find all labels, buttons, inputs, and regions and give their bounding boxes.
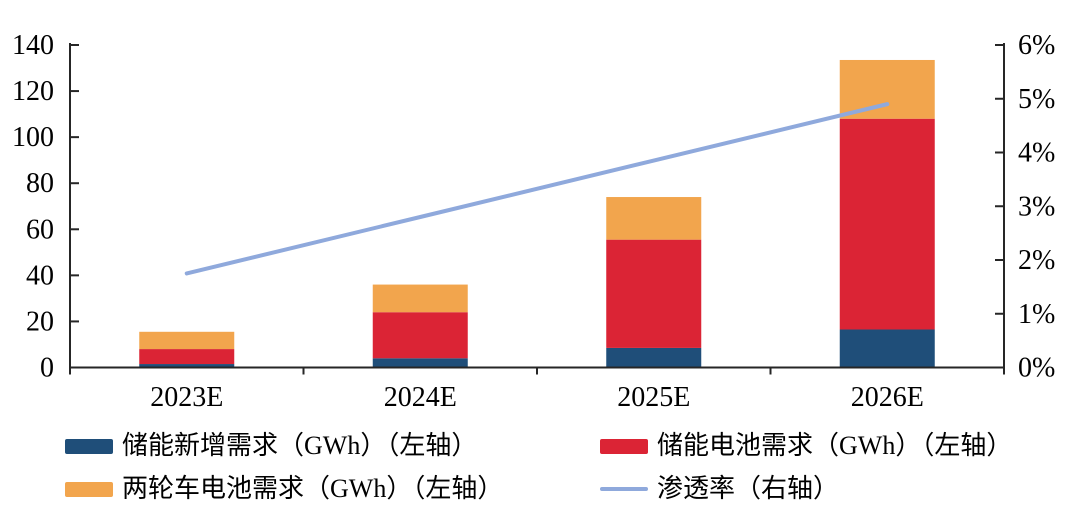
bar-segment-2025E-s0 <box>606 347 702 368</box>
legend-swatch-penetration-rate-line <box>600 487 648 491</box>
right-axis-tick-label: 2% <box>1018 245 1055 276</box>
legend-item-penetration-rate: 渗透率（右轴） <box>600 474 1055 504</box>
legend-item-storage-battery-demand: 储能电池需求（GWh）（左轴） <box>600 431 1055 461</box>
x-axis-category-label: 2024E <box>384 382 457 413</box>
right-axis-tick-label: 6% <box>1018 30 1055 61</box>
bar-segment-2024E-s1 <box>372 312 468 359</box>
legend-swatch-storage-battery-demand <box>600 438 648 454</box>
x-axis-category-label: 2026E <box>851 382 924 413</box>
left-axis-tick-label: 0 <box>40 353 54 384</box>
bar-segment-2026E-s2 <box>839 59 935 119</box>
left-axis-tick-label: 60 <box>26 214 54 245</box>
bar-segment-2024E-s2 <box>372 284 468 313</box>
bar-segment-2025E-s2 <box>606 197 702 240</box>
combo-chart-canvas: 0 20 40 60 80 100 120 140 0% 1% 2% 3% 4% 5% 6% 2023E 202… <box>12 30 1055 413</box>
right-axis-tick-label: 3% <box>1018 191 1055 222</box>
legend-label: 储能电池需求（GWh）（左轴） <box>657 431 1013 460</box>
legend-item-storage-new-demand: 储能新增需求（GWh）（左轴） <box>65 431 600 461</box>
bar-segment-2023E-s1 <box>139 349 235 365</box>
bar-segment-2024E-s0 <box>372 358 468 368</box>
legend-swatch-storage-new-demand <box>65 438 113 454</box>
legend-label: 渗透率（右轴） <box>657 474 840 503</box>
left-axis-tick-label: 120 <box>12 76 54 107</box>
bar-segment-2026E-s1 <box>839 118 935 330</box>
penetration-rate-line <box>184 102 890 276</box>
right-axis-tick-label: 4% <box>1018 138 1055 169</box>
right-axis-tick-label: 0% <box>1018 353 1055 384</box>
bar-segment-2026E-s0 <box>839 329 935 368</box>
bar-segment-2023E-s0 <box>139 364 235 368</box>
bar-segment-2025E-s1 <box>606 239 702 348</box>
right-axis-tick-label: 5% <box>1018 84 1055 115</box>
legend-label: 两轮车电池需求（GWh）（左轴） <box>122 474 504 503</box>
left-axis-tick-label: 20 <box>26 306 54 337</box>
chart-legend: 储能新增需求（GWh）（左轴） 储能电池需求（GWh）（左轴） 两轮车电池需求（… <box>65 431 1055 504</box>
legend-swatch-two-wheeler-battery-demand <box>65 481 113 497</box>
left-axis-tick-label: 80 <box>26 168 54 199</box>
legend-item-two-wheeler-battery-demand: 两轮车电池需求（GWh）（左轴） <box>65 474 600 504</box>
x-axis-category-label: 2025E <box>617 382 690 413</box>
left-axis-tick-label: 100 <box>12 122 54 153</box>
left-axis-tick-label: 40 <box>26 260 54 291</box>
left-axis-tick-label: 140 <box>12 30 54 61</box>
right-axis-tick-label: 1% <box>1018 299 1055 330</box>
bar-segment-2023E-s2 <box>139 331 235 350</box>
x-axis-category-label: 2023E <box>150 382 223 413</box>
legend-label: 储能新增需求（GWh）（左轴） <box>122 431 478 460</box>
